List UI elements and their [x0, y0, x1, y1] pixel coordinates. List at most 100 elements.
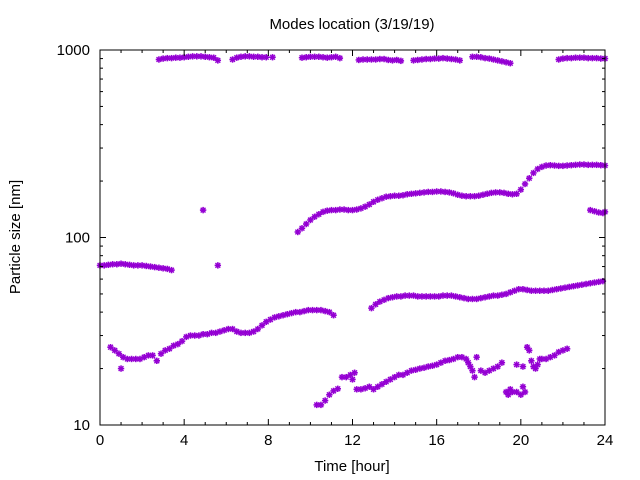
- data-point: [559, 162, 567, 170]
- data-point: [351, 369, 358, 376]
- data-point: [321, 397, 329, 404]
- data-point: [410, 292, 417, 299]
- y-tick-label: 10: [73, 417, 90, 434]
- data-point: [551, 162, 558, 169]
- data-point: [166, 345, 173, 352]
- data-point: [505, 391, 512, 398]
- y-tick-label: 100: [65, 230, 90, 247]
- y-tick-label: 1000: [57, 42, 90, 59]
- data-point: [330, 312, 337, 319]
- data-point: [269, 54, 276, 61]
- x-axis: 0 4 8 12 16 20 24: [96, 50, 614, 449]
- x-tick-label: 24: [597, 432, 614, 449]
- data-point: [526, 175, 533, 182]
- data-point: [519, 383, 527, 390]
- data-point: [528, 357, 535, 364]
- data-point: [124, 355, 131, 363]
- data-point: [229, 325, 236, 333]
- data-point: [494, 363, 501, 370]
- data-point: [315, 211, 323, 218]
- data-point: [498, 359, 506, 366]
- data-point: [334, 385, 341, 392]
- data-point: [250, 328, 257, 335]
- data-point: [210, 54, 217, 61]
- plot-frame: [99, 49, 606, 426]
- data-point: [597, 161, 604, 169]
- x-tick-label: 4: [180, 432, 188, 449]
- data-point: [174, 340, 182, 348]
- data-point: [595, 278, 602, 286]
- data-point: [397, 293, 405, 300]
- data-point: [530, 169, 537, 177]
- data-point: [521, 388, 529, 396]
- data-point: [149, 352, 156, 359]
- data-point: [303, 220, 310, 228]
- data-point: [317, 306, 325, 314]
- data-point: [214, 57, 222, 64]
- data-points: [96, 53, 609, 409]
- data-point: [450, 190, 457, 197]
- data-point: [336, 54, 344, 62]
- chart-title: Modes location (3/19/19): [269, 16, 434, 33]
- x-tick-label: 12: [344, 432, 361, 449]
- x-axis-label: Time [hour]: [314, 458, 389, 475]
- data-point: [214, 262, 222, 269]
- data-point: [576, 161, 583, 168]
- data-point: [298, 225, 306, 232]
- data-point: [271, 314, 278, 321]
- data-point: [513, 388, 520, 396]
- data-point: [513, 190, 520, 198]
- data-point: [279, 312, 287, 319]
- data-point: [526, 347, 533, 354]
- data-point: [397, 57, 405, 65]
- data-point: [155, 264, 163, 271]
- data-point: [153, 357, 161, 364]
- data-point: [471, 373, 478, 381]
- data-point: [517, 391, 525, 398]
- data-point: [553, 285, 560, 293]
- data-point: [454, 191, 461, 198]
- data-point: [534, 361, 541, 368]
- data-point: [519, 363, 527, 370]
- data-point: [578, 281, 586, 288]
- data-point: [263, 54, 270, 61]
- data-point: [435, 293, 442, 300]
- x-tick-label: 8: [264, 432, 272, 449]
- data-point: [105, 261, 112, 269]
- y-axis: 10 100 1000: [57, 42, 605, 434]
- data-point: [178, 337, 186, 345]
- data-point: [473, 353, 480, 361]
- data-point: [326, 308, 333, 316]
- data-point: [517, 186, 525, 193]
- data-point: [589, 161, 596, 169]
- data-point: [321, 307, 329, 315]
- data-point: [513, 361, 520, 368]
- data-point: [345, 206, 352, 214]
- data-point: [498, 58, 506, 65]
- data-point: [515, 285, 522, 293]
- data-point: [254, 325, 262, 333]
- x-tick-label: 0: [96, 432, 104, 449]
- data-point: [349, 376, 356, 383]
- data-point: [317, 401, 325, 409]
- data-point: [193, 53, 200, 60]
- data-point: [479, 191, 487, 198]
- data-point: [326, 391, 333, 398]
- x-tick-label: 20: [512, 432, 529, 449]
- data-point: [117, 365, 125, 372]
- data-point: [372, 301, 379, 308]
- data-point: [107, 343, 114, 351]
- data-point: [547, 161, 554, 169]
- data-point: [507, 60, 514, 67]
- data-point: [481, 294, 489, 301]
- data-point: [233, 54, 240, 61]
- data-point: [469, 367, 476, 374]
- data-point: [462, 193, 470, 200]
- data-point: [521, 180, 529, 188]
- data-point: [544, 287, 552, 294]
- data-point: [168, 266, 175, 274]
- data-point: [490, 56, 497, 63]
- y-axis-label: Particle size [nm]: [7, 180, 24, 294]
